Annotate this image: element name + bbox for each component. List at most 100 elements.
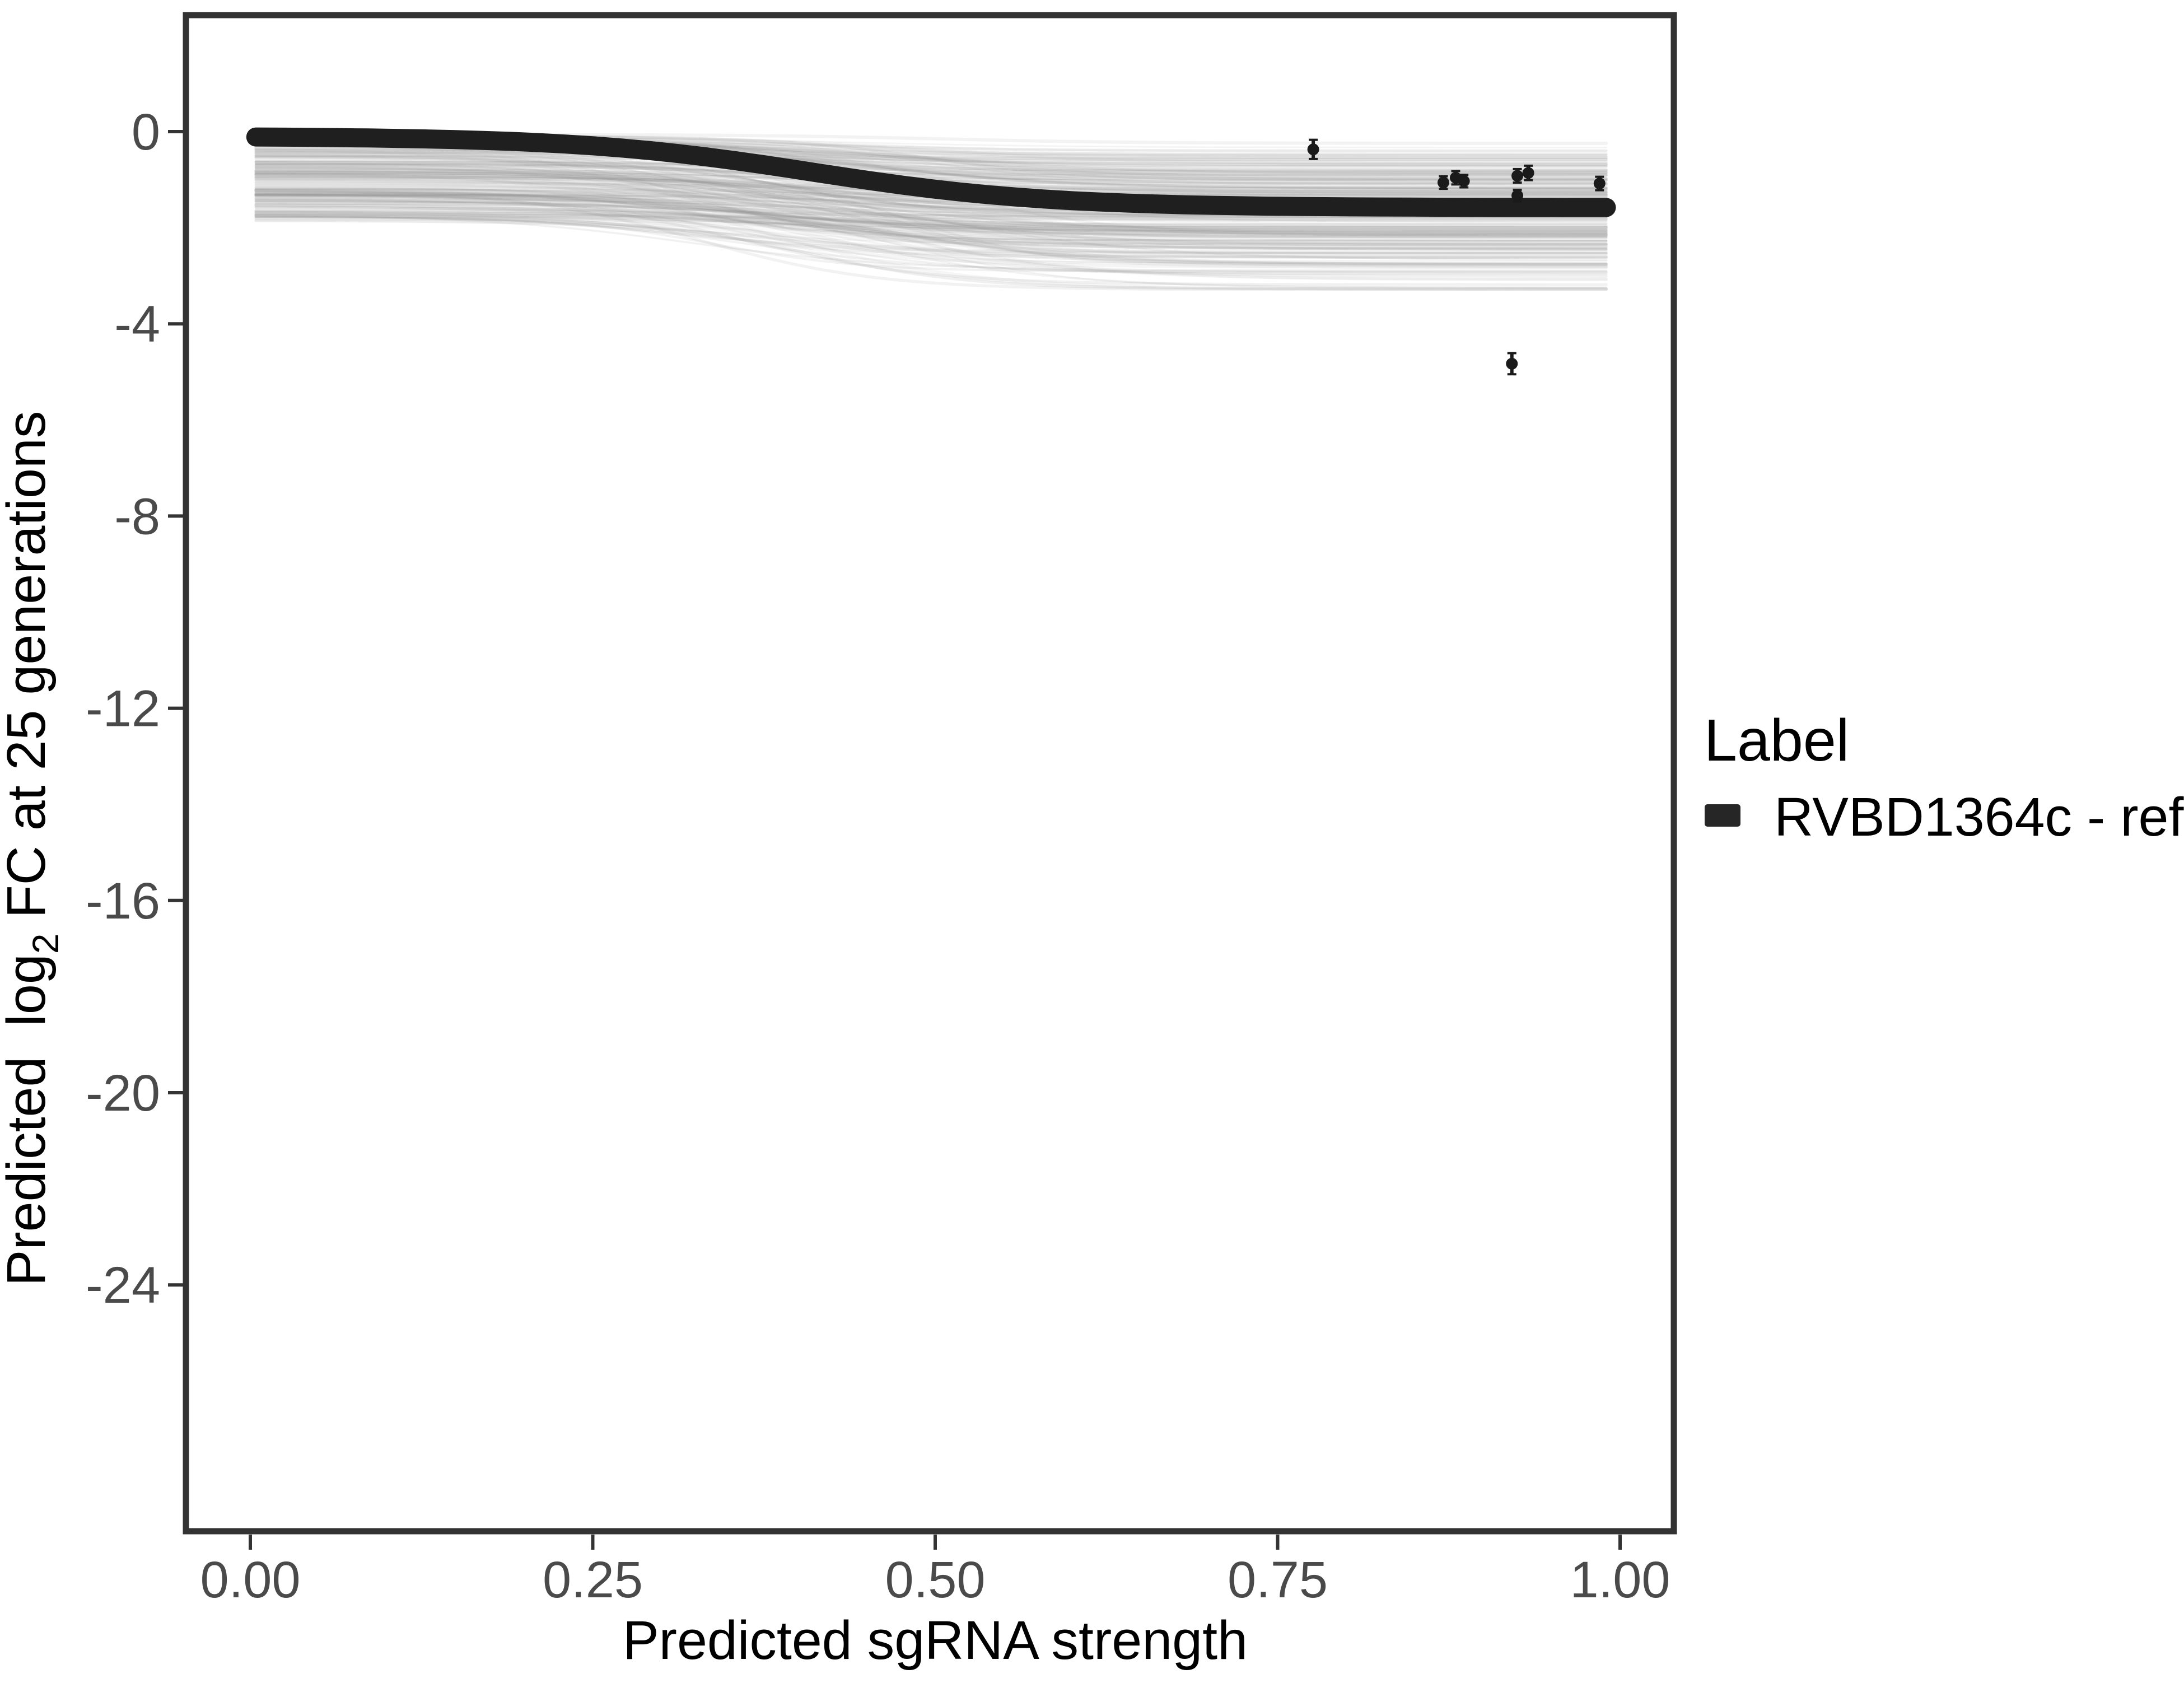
posterior-curve — [255, 149, 1607, 174]
posterior-curve — [254, 191, 1608, 222]
y-tick-label: -24 — [86, 1257, 160, 1314]
panel-border — [183, 12, 1677, 1535]
posterior-curve — [254, 214, 1608, 237]
posterior-curve — [254, 205, 1608, 236]
posterior-curve — [254, 197, 1608, 236]
posterior-curve — [255, 188, 1608, 229]
posterior-curve — [255, 165, 1608, 181]
posterior-curve — [254, 212, 1608, 232]
posterior-curve — [254, 194, 1608, 239]
posterior-curve — [254, 212, 1608, 258]
posterior-curve — [254, 193, 1608, 243]
posterior-curve — [254, 197, 1608, 255]
posterior-curve — [254, 157, 1608, 182]
data-point — [1511, 170, 1524, 182]
data-point — [1458, 175, 1470, 187]
posterior-curve — [254, 211, 1608, 266]
x-tick-label: 0.25 — [543, 1551, 643, 1609]
reference-curve — [246, 127, 1616, 217]
posterior-curve — [254, 199, 1608, 250]
posterior-curve — [254, 148, 1608, 254]
posterior-curve — [254, 195, 1608, 243]
y-tick-label: -12 — [86, 680, 160, 738]
y-axis: 0 -4 -8 -12 -16 -20 -24 — [86, 104, 183, 1314]
legend-entry-label: RVBD1364c - ref — [1774, 786, 2184, 847]
posterior-curve — [255, 189, 1608, 237]
data-point — [1307, 143, 1319, 156]
posterior-curve — [254, 219, 1608, 278]
posterior-curve — [254, 160, 1608, 174]
posterior-curve — [254, 193, 1608, 236]
posterior-curve — [254, 151, 1608, 190]
posterior-curve — [254, 198, 1608, 220]
posterior-curve — [255, 198, 1608, 250]
data-point — [1522, 167, 1534, 179]
posterior-curve — [254, 193, 1608, 235]
posterior-curve — [254, 212, 1608, 255]
posterior-curve — [255, 194, 1608, 237]
y-tick-label: -8 — [114, 488, 160, 545]
posterior-curve — [255, 197, 1607, 251]
data-point — [1437, 176, 1449, 189]
posterior-curve — [255, 163, 1608, 177]
y-tick-label: -16 — [86, 873, 160, 930]
posterior-curve — [255, 167, 1608, 218]
posterior-curve — [254, 150, 1608, 239]
posterior-curve — [254, 156, 1608, 180]
posterior-curve — [254, 190, 1608, 231]
posterior-curve — [255, 201, 1607, 264]
posterior-curve — [254, 181, 1608, 231]
posterior-curve — [255, 216, 1607, 232]
posterior-curve — [254, 175, 1608, 234]
posterior-curve — [255, 144, 1607, 235]
posterior-curve — [255, 161, 1608, 219]
posterior-curve — [255, 175, 1608, 227]
posterior-curve — [255, 191, 1608, 244]
x-tick-label: 0.00 — [200, 1551, 300, 1609]
posterior-curve — [254, 209, 1608, 267]
posterior-curve — [254, 189, 1608, 237]
posterior-curve — [254, 194, 1608, 234]
posterior-curve — [254, 190, 1608, 282]
posterior-curve — [254, 171, 1608, 221]
posterior-curve — [254, 220, 1608, 236]
posterior-curve — [254, 166, 1608, 242]
posterior-curve — [254, 218, 1608, 242]
posterior-curve — [254, 213, 1608, 269]
posterior-curve — [254, 189, 1608, 246]
posterior-curve — [254, 150, 1608, 189]
posterior-curve — [255, 150, 1607, 165]
y-tick-label: 0 — [132, 104, 160, 161]
y-title-suffix: FC at 25 generations — [0, 411, 57, 934]
posterior-curve — [254, 209, 1608, 256]
posterior-curve — [255, 208, 1607, 288]
posterior-curve — [254, 151, 1608, 166]
posterior-curve — [254, 214, 1608, 228]
posterior-curve — [254, 169, 1608, 269]
posterior-curve — [254, 172, 1608, 291]
posterior-curve — [255, 160, 1608, 183]
y-axis-title: Predicted log2 FC at 25 generations — [0, 411, 66, 1286]
y-tick-label: -20 — [86, 1065, 160, 1122]
posterior-curve — [255, 173, 1608, 218]
data-point — [1511, 189, 1524, 202]
x-axis-title: Predicted sgRNA strength — [623, 1610, 1248, 1671]
posterior-curve — [254, 215, 1608, 230]
data-point — [1506, 357, 1518, 370]
posterior-curve — [254, 190, 1608, 290]
posterior-curve — [255, 155, 1608, 172]
posterior-curve — [255, 187, 1607, 225]
posterior-curve — [254, 199, 1608, 245]
posterior-curve — [255, 216, 1607, 245]
posterior-curve — [254, 215, 1608, 290]
posterior-curve — [254, 173, 1608, 232]
posterior-curve — [254, 188, 1608, 230]
posterior-curve — [255, 208, 1607, 259]
posterior-curve — [254, 204, 1608, 233]
posterior-curve — [254, 143, 1608, 265]
y-title-subscript: 2 — [25, 933, 66, 954]
posterior-curve — [254, 187, 1608, 246]
posterior-curve — [255, 194, 1608, 239]
posterior-curve — [254, 211, 1608, 259]
posterior-curve — [254, 201, 1608, 249]
